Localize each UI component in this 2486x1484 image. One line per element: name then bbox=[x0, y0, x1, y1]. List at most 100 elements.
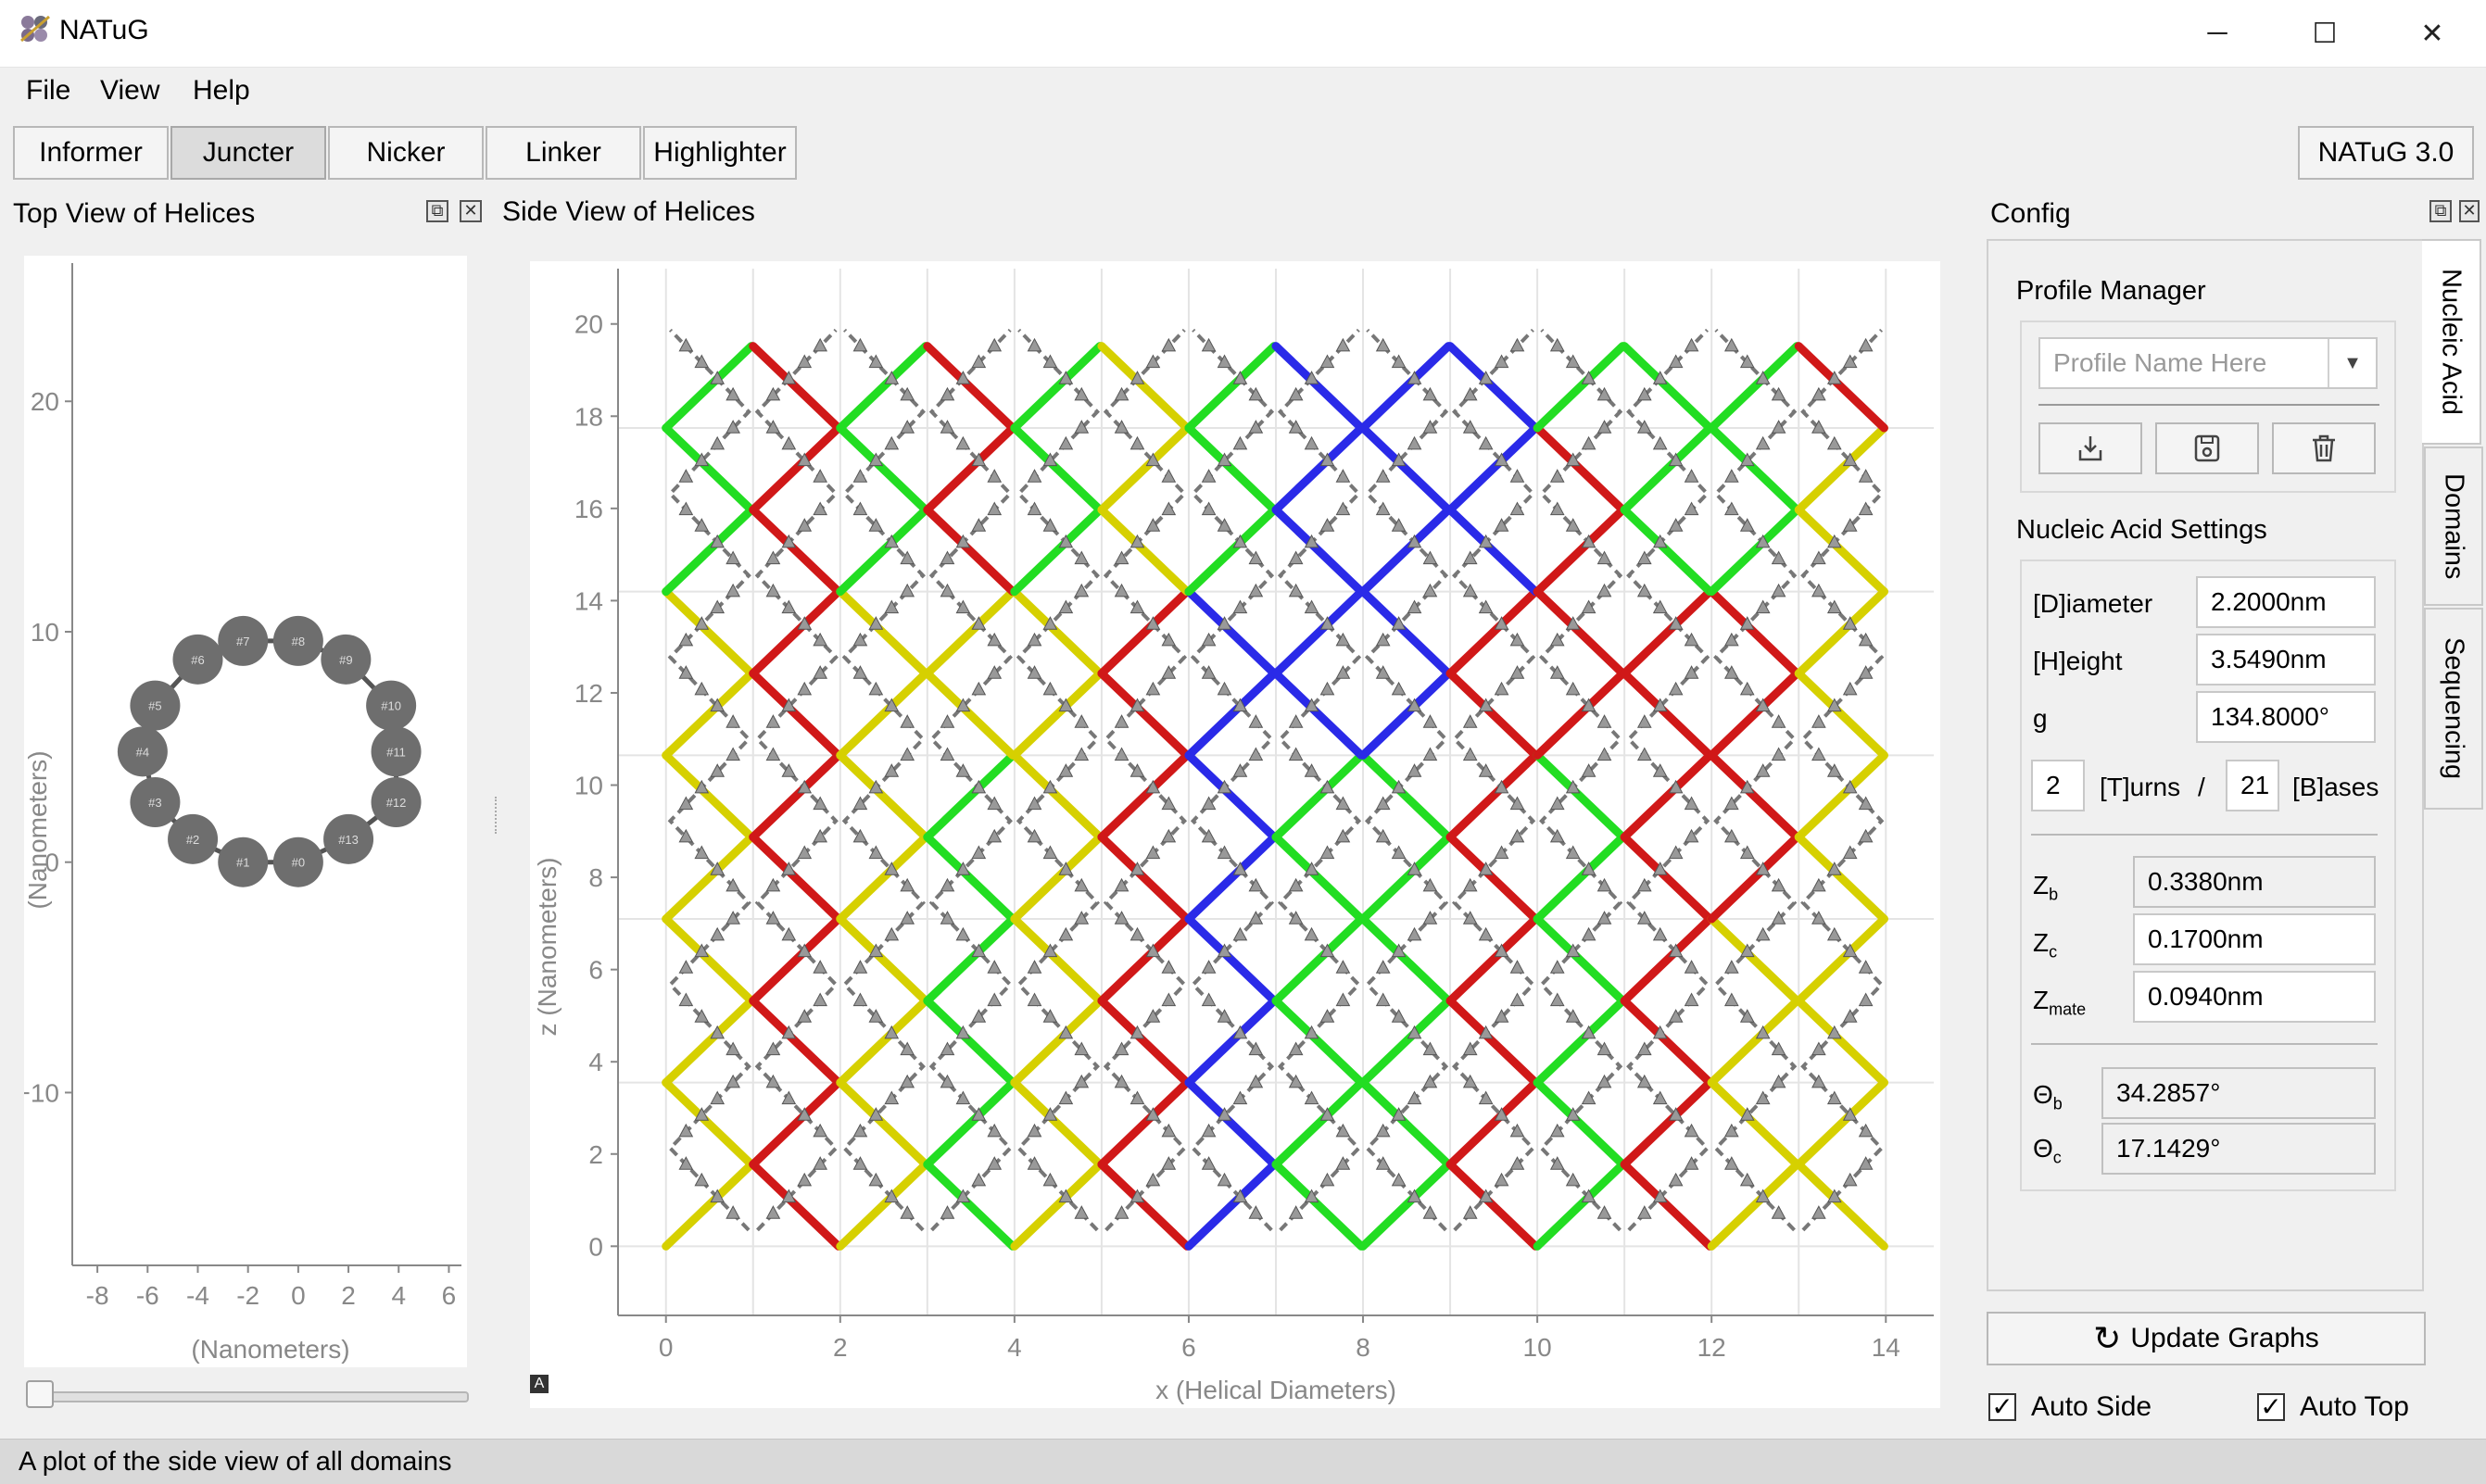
nucleoside-marker[interactable] bbox=[1494, 779, 1509, 794]
nucleoside-marker[interactable] bbox=[1407, 371, 1422, 384]
strand-segment[interactable] bbox=[1620, 505, 1714, 597]
nucleoside-marker[interactable] bbox=[1565, 616, 1581, 630]
nucleoside-marker[interactable] bbox=[868, 681, 884, 696]
menu-view[interactable]: View bbox=[100, 75, 160, 106]
theta-c-field[interactable]: 17.1429° bbox=[2101, 1123, 2376, 1175]
strand-segment[interactable] bbox=[1445, 342, 1540, 433]
nucleoside-marker[interactable] bbox=[1145, 1107, 1161, 1121]
strand-segment[interactable] bbox=[1620, 669, 1714, 760]
nucleoside-marker[interactable] bbox=[1723, 337, 1739, 352]
nucleoside-marker[interactable] bbox=[1304, 371, 1319, 384]
nucleoside-marker[interactable] bbox=[1129, 926, 1145, 941]
nucleoside-marker[interactable] bbox=[765, 714, 781, 728]
nucleoside-marker[interactable] bbox=[1232, 861, 1248, 875]
nucleoside-marker[interactable] bbox=[1027, 469, 1042, 483]
nucleoside-marker[interactable] bbox=[971, 1172, 987, 1187]
nucleoside-marker[interactable] bbox=[1755, 698, 1771, 712]
nucleoside-marker[interactable] bbox=[1684, 665, 1699, 679]
nucleoside-marker[interactable] bbox=[1248, 911, 1264, 924]
nucleoside-marker[interactable] bbox=[1304, 1090, 1319, 1105]
nucleoside-marker[interactable] bbox=[1581, 1025, 1596, 1039]
nucleoside-marker[interactable] bbox=[1668, 1107, 1684, 1121]
nucleoside-marker[interactable] bbox=[710, 1090, 726, 1105]
strand-segment[interactable] bbox=[1620, 1078, 1714, 1169]
strand-segment[interactable] bbox=[1184, 505, 1279, 597]
nucleoside-marker[interactable] bbox=[1114, 911, 1129, 924]
nucleoside-marker[interactable] bbox=[1462, 911, 1478, 924]
nucleoside-marker[interactable] bbox=[1074, 747, 1090, 761]
highlighter-button[interactable]: Highlighter bbox=[643, 126, 797, 180]
nucleoside-marker[interactable] bbox=[1771, 420, 1786, 434]
nucleoside-marker[interactable] bbox=[1232, 926, 1248, 941]
strand-segment[interactable] bbox=[1533, 423, 1627, 514]
nucleoside-marker[interactable] bbox=[1596, 420, 1612, 434]
nucleoside-marker[interactable] bbox=[1462, 877, 1478, 892]
nucleoside-marker[interactable] bbox=[900, 420, 915, 434]
strand-segment[interactable] bbox=[1097, 914, 1192, 1005]
strand-segment[interactable] bbox=[1794, 833, 1888, 924]
nucleoside-marker[interactable] bbox=[1288, 877, 1304, 892]
nucleoside-marker[interactable] bbox=[1668, 452, 1684, 467]
strand-segment[interactable] bbox=[1707, 342, 1801, 433]
nucleoside-marker[interactable] bbox=[1217, 354, 1232, 369]
nucleoside-marker[interactable] bbox=[1565, 943, 1581, 958]
nucleoside-marker[interactable] bbox=[940, 550, 955, 565]
nucleoside-marker[interactable] bbox=[1636, 1074, 1652, 1088]
nucleoside-marker[interactable] bbox=[694, 845, 710, 860]
nucleoside-marker[interactable] bbox=[1549, 501, 1565, 516]
nucleoside-marker[interactable] bbox=[1636, 714, 1652, 728]
nucleoside-marker[interactable] bbox=[1636, 1041, 1652, 1056]
nucleoside-marker[interactable] bbox=[1478, 435, 1494, 450]
nucleoside-marker[interactable] bbox=[1319, 681, 1335, 696]
nucleoside-marker[interactable] bbox=[781, 698, 797, 712]
nucleoside-marker[interactable] bbox=[1581, 435, 1596, 450]
nucleoside-marker[interactable] bbox=[1304, 698, 1319, 712]
strand-segment[interactable] bbox=[749, 342, 843, 433]
strand-segment[interactable] bbox=[923, 914, 1017, 1005]
top-view-domain-point[interactable] bbox=[117, 726, 168, 777]
nucleoside-marker[interactable] bbox=[1636, 877, 1652, 892]
close-panel-icon[interactable]: ✕ bbox=[460, 200, 482, 222]
nucleoside-marker[interactable] bbox=[1739, 518, 1755, 532]
nucleoside-marker[interactable] bbox=[1375, 665, 1391, 679]
nucleoside-marker[interactable] bbox=[726, 747, 740, 761]
nucleoside-marker[interactable] bbox=[1581, 1188, 1596, 1203]
nucleoside-marker[interactable] bbox=[1335, 501, 1351, 516]
nucleoside-marker[interactable] bbox=[1723, 828, 1739, 843]
nucleoside-marker[interactable] bbox=[710, 763, 726, 777]
strand-segment[interactable] bbox=[1533, 914, 1627, 1005]
nucleoside-marker[interactable] bbox=[1858, 632, 1874, 647]
nucleoside-marker[interactable] bbox=[1858, 796, 1874, 811]
strand-segment[interactable] bbox=[749, 1078, 843, 1169]
nucleoside-marker[interactable] bbox=[940, 420, 955, 434]
nucleoside-marker[interactable] bbox=[678, 501, 694, 516]
strand-segment[interactable] bbox=[1794, 423, 1888, 514]
nucleoside-marker[interactable] bbox=[1304, 435, 1319, 450]
top-view-domain-point[interactable] bbox=[168, 813, 219, 864]
strand-segment[interactable] bbox=[1794, 587, 1888, 678]
nucleoside-marker[interactable] bbox=[781, 1025, 797, 1039]
strand-segment[interactable] bbox=[1707, 1078, 1801, 1169]
nucleoside-marker[interactable] bbox=[1391, 681, 1407, 696]
nucleoside-marker[interactable] bbox=[710, 371, 726, 384]
top-view-domain-point[interactable] bbox=[218, 615, 269, 666]
nucleoside-marker[interactable] bbox=[1422, 877, 1438, 892]
nucleoside-marker[interactable] bbox=[1422, 1205, 1438, 1219]
nucleoside-marker[interactable] bbox=[1636, 747, 1652, 761]
nucleoside-marker[interactable] bbox=[1811, 877, 1826, 892]
nucleoside-marker[interactable] bbox=[781, 926, 797, 941]
tab-sequencing[interactable]: Sequencing bbox=[2424, 608, 2483, 810]
nucleoside-marker[interactable] bbox=[1636, 583, 1652, 597]
nucleoside-marker[interactable] bbox=[1027, 1156, 1042, 1170]
nucleoside-marker[interactable] bbox=[1739, 452, 1755, 467]
nucleoside-marker[interactable] bbox=[1668, 616, 1684, 630]
nucleoside-marker[interactable] bbox=[884, 763, 900, 777]
nucleoside-marker[interactable] bbox=[1288, 1205, 1304, 1219]
nucleoside-marker[interactable] bbox=[852, 665, 868, 679]
nucleoside-marker[interactable] bbox=[1684, 960, 1699, 974]
nucleoside-marker[interactable] bbox=[1058, 534, 1074, 548]
nucleoside-marker[interactable] bbox=[1042, 1107, 1058, 1121]
nucleoside-marker[interactable] bbox=[900, 1074, 915, 1088]
strand-segment[interactable] bbox=[662, 750, 756, 842]
nucleoside-marker[interactable] bbox=[940, 911, 955, 924]
